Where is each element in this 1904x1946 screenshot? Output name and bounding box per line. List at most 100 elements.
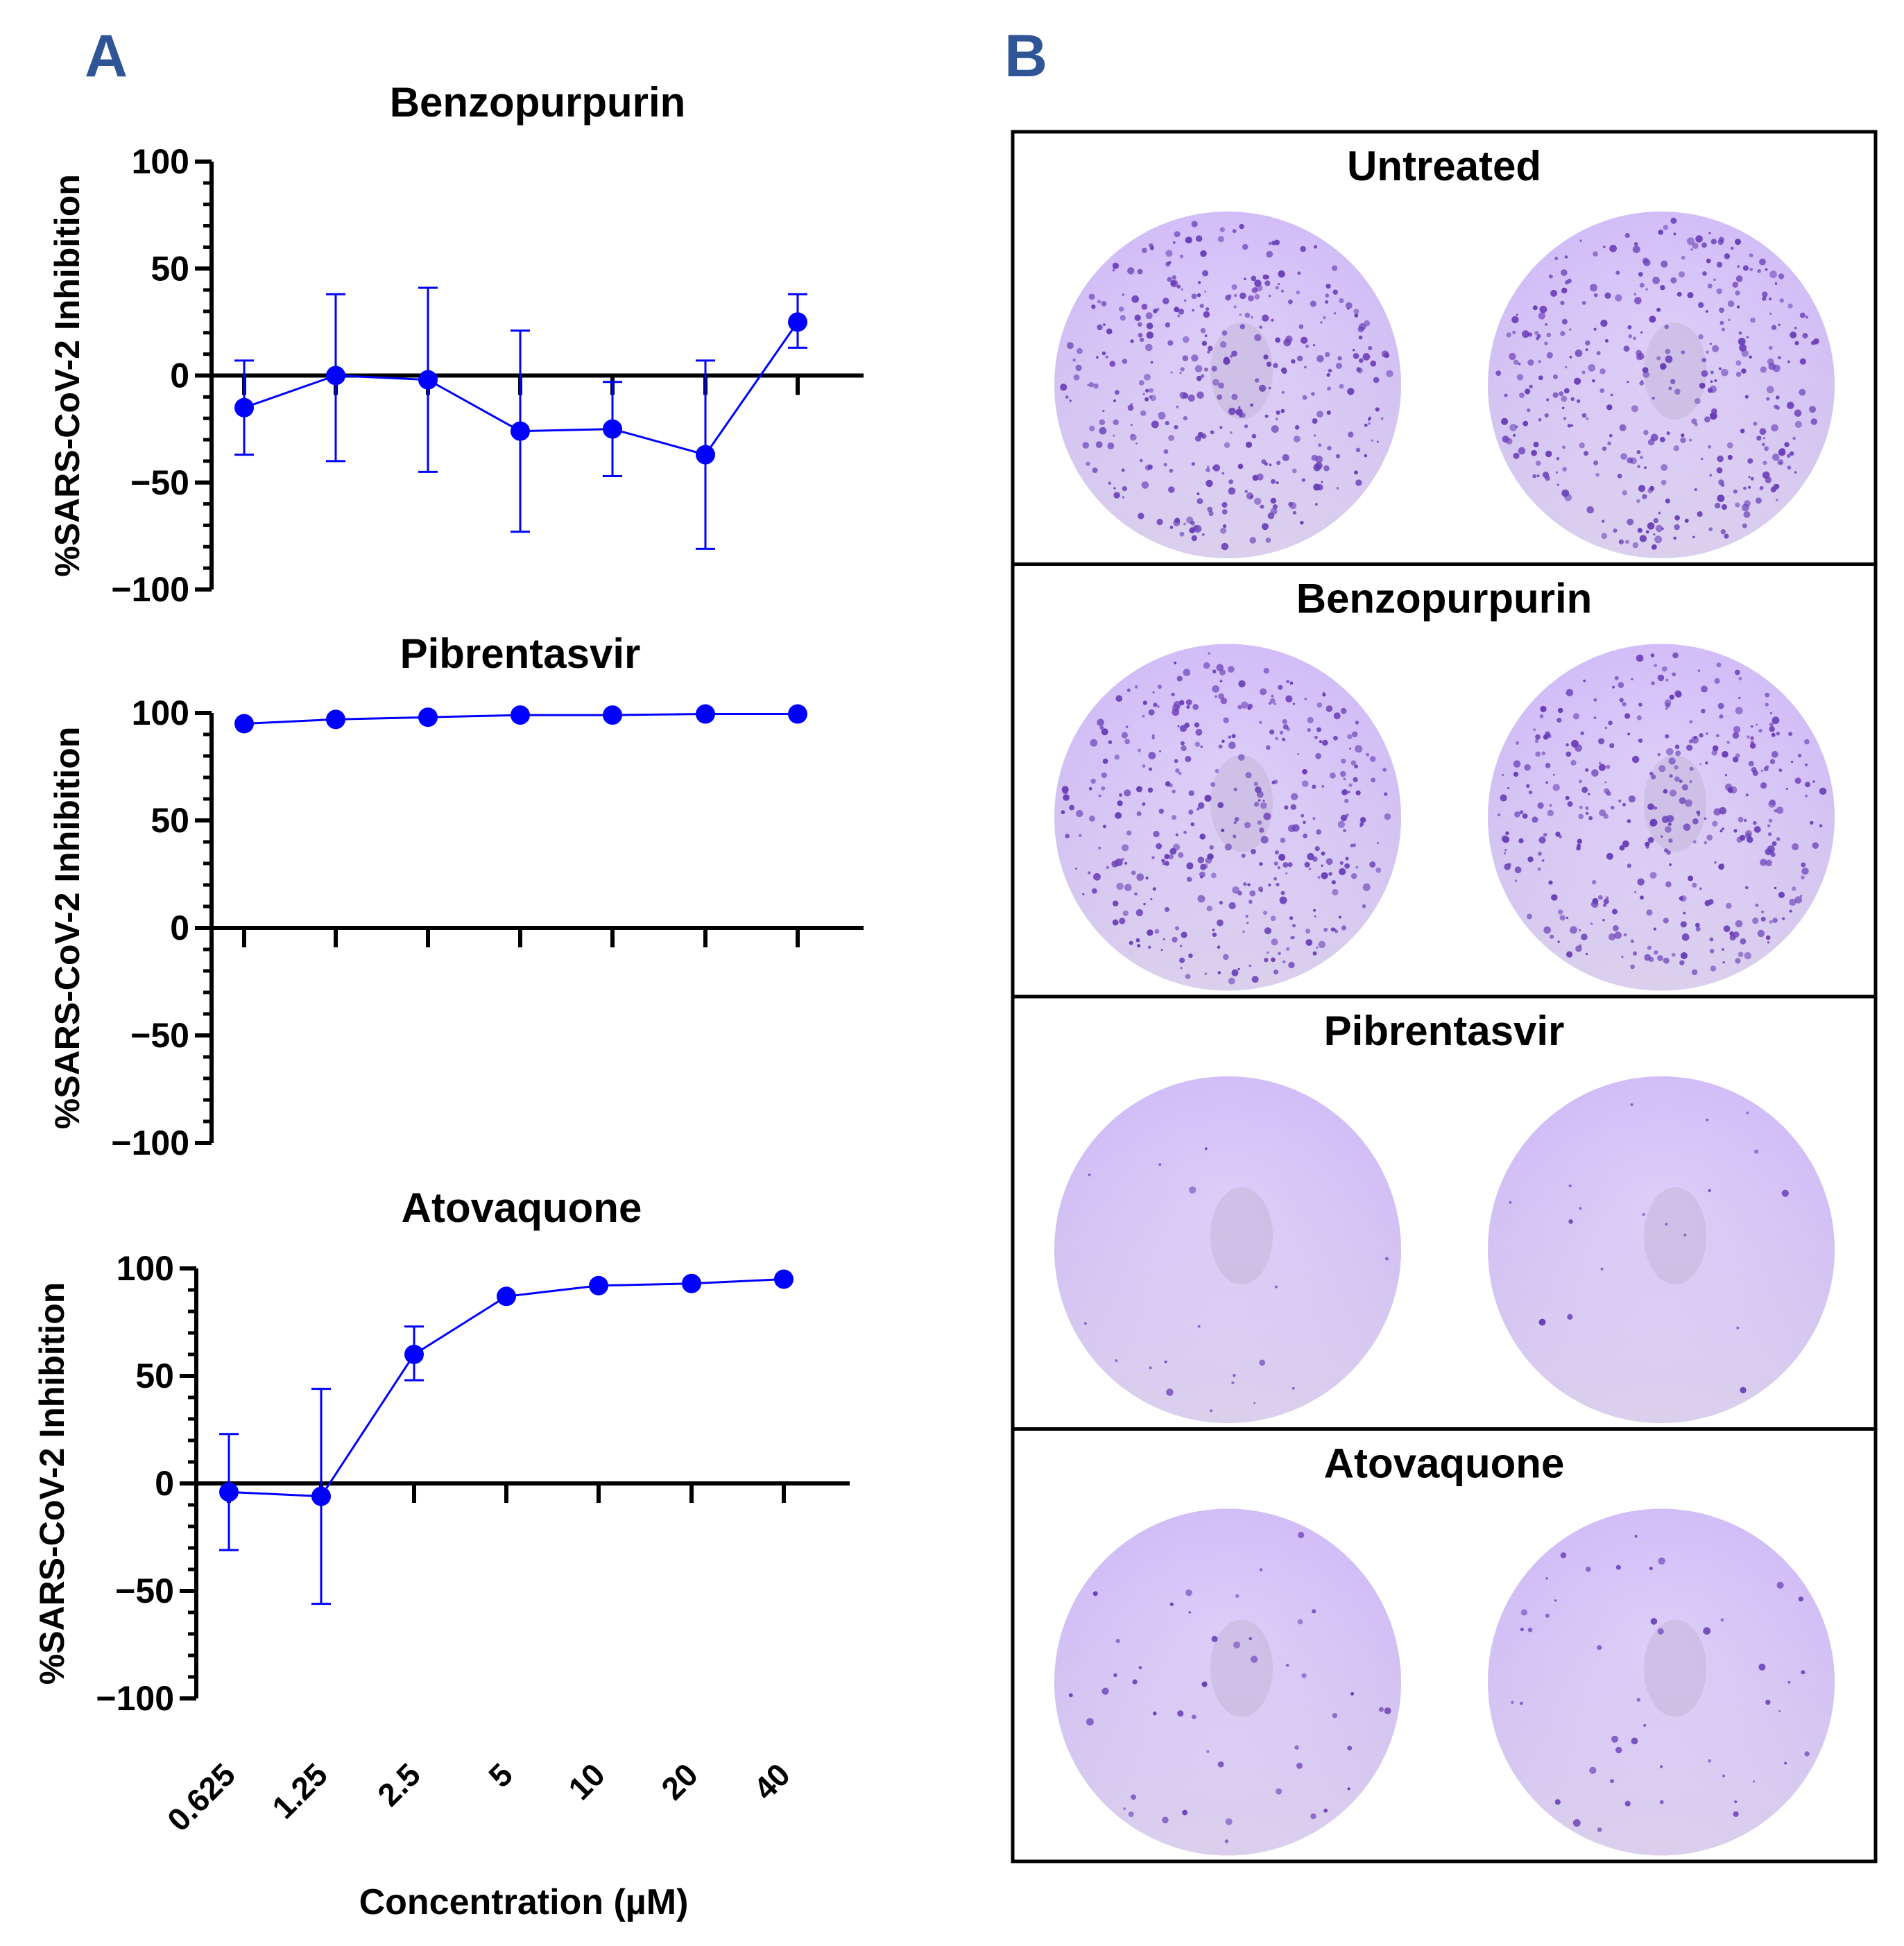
plaque: [1161, 859, 1165, 863]
plaque: [1096, 356, 1099, 359]
plaque: [1519, 810, 1524, 815]
data-point: [326, 709, 345, 730]
plaque: [1674, 776, 1680, 782]
plaque: [1157, 705, 1160, 708]
plaque: [1339, 868, 1346, 875]
plaque: [1177, 725, 1180, 727]
plaque: [1674, 744, 1680, 750]
plaque: [1296, 1762, 1303, 1769]
plaque: [1292, 1386, 1295, 1390]
plaque: [1600, 1267, 1604, 1271]
plaque: [1722, 750, 1729, 758]
x-tick-label: 0.625: [160, 1756, 242, 1838]
plaque: [1748, 761, 1754, 767]
plaque: [1560, 1552, 1567, 1558]
plaque: [1090, 778, 1096, 784]
plaque: [1657, 674, 1665, 682]
plaque: [1668, 386, 1672, 390]
plaque: [1131, 295, 1140, 303]
plaque: [1579, 805, 1583, 809]
plaque: [1506, 332, 1511, 338]
plaque: [1138, 322, 1142, 327]
plaque: [1196, 375, 1202, 381]
plaque: [1207, 350, 1210, 354]
plaque: [1093, 872, 1101, 881]
plaque: [1738, 952, 1744, 958]
plaque: [1197, 498, 1203, 504]
plaque: [1386, 370, 1393, 377]
plaque: [1248, 295, 1254, 302]
plaque: [1201, 1681, 1208, 1687]
plaque: [1515, 425, 1518, 429]
plaque: [1233, 821, 1237, 825]
data-point: [497, 1286, 516, 1307]
plaque: [1311, 392, 1315, 396]
x-tick-label: 5: [481, 1756, 520, 1794]
plaque: [1149, 388, 1153, 393]
plaque: [1648, 956, 1654, 963]
plaque: [1167, 340, 1174, 346]
plaque: [1800, 895, 1803, 897]
plaque: [1619, 698, 1624, 703]
plaque: [1804, 739, 1810, 745]
plaque: [1315, 466, 1319, 470]
plaque: [1645, 841, 1650, 847]
plaque: [1781, 1189, 1789, 1197]
plaque: [1657, 1628, 1664, 1635]
well-center-smudge: [1210, 322, 1273, 420]
plaque: [1356, 367, 1361, 372]
plaque: [1266, 250, 1273, 258]
plaque: [1248, 899, 1253, 904]
plaque: [1615, 270, 1620, 275]
plaque: [1323, 1808, 1328, 1813]
plaque: [1075, 868, 1078, 870]
plaque: [1750, 736, 1755, 741]
plaque: [1194, 365, 1203, 372]
plaque: [1088, 382, 1095, 388]
plaque: [1345, 856, 1349, 861]
plaque: [1516, 374, 1524, 381]
plaque: [1752, 917, 1759, 924]
plaque: [1203, 662, 1210, 669]
plaque: [1320, 321, 1323, 324]
plaque: [1630, 939, 1634, 943]
plaque: [1265, 745, 1271, 750]
plaque: [1661, 479, 1667, 485]
plaque: [1292, 510, 1296, 515]
plaque: [1756, 436, 1762, 441]
plaque: [1719, 714, 1724, 719]
plaque: [1232, 229, 1237, 234]
plaque: [1316, 829, 1322, 835]
plaque: [1108, 481, 1112, 485]
plaque: [1136, 811, 1142, 816]
plaque: [1241, 701, 1249, 709]
plaque: [1681, 933, 1690, 941]
plaque: [1697, 511, 1703, 517]
plaque: [1360, 817, 1366, 823]
plaque: [1362, 353, 1371, 361]
plaque: [1232, 886, 1240, 894]
plaque: [1794, 409, 1802, 417]
y-tick-label: −50: [115, 1572, 174, 1610]
plaque: [1602, 919, 1605, 922]
plaque: [1187, 394, 1195, 402]
plaque: [1735, 371, 1742, 377]
plaque: [1581, 933, 1588, 940]
y-tick-label: 100: [117, 1249, 174, 1288]
plaque: [1113, 492, 1120, 499]
plaque: [1669, 789, 1676, 797]
plaque: [1276, 410, 1280, 415]
plaque: [1602, 519, 1605, 523]
plaque: [1300, 246, 1306, 252]
plaque: [1652, 276, 1661, 284]
plaque: [1658, 230, 1663, 235]
plaque: [1268, 386, 1271, 390]
plaque: [1670, 217, 1677, 224]
plaque: [1509, 352, 1516, 361]
plaque: [1314, 503, 1318, 506]
plaque: [1212, 669, 1217, 673]
plaque: [1152, 887, 1156, 891]
plaque: [1610, 805, 1615, 810]
x-tick-label: 40: [746, 1756, 797, 1807]
plaque: [1527, 408, 1531, 413]
